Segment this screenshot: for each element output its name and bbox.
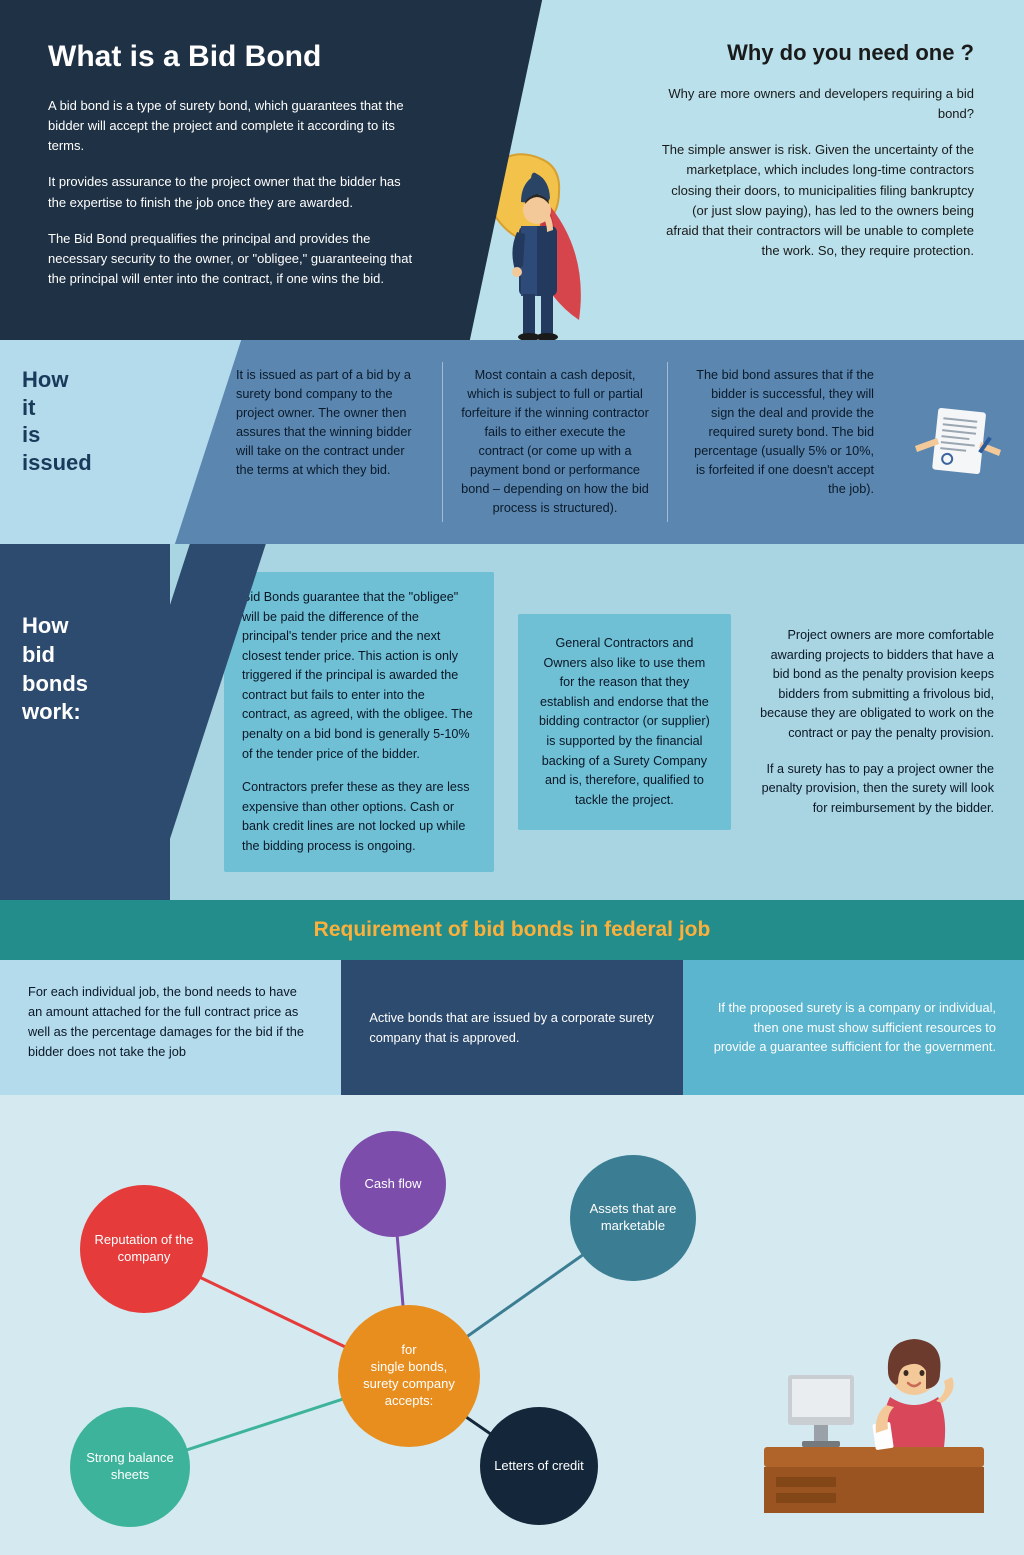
s3-text: Project owners are more comfortable awar… (755, 626, 994, 743)
section-what-is: What is a Bid Bond A bid bond is a type … (0, 0, 1024, 340)
section-bubble-diagram: for single bonds, surety company accepts… (0, 1095, 1024, 1555)
s2-col2: Most contain a cash deposit, which is su… (442, 362, 667, 522)
section-how-issued: How it is issued It is issued as part of… (0, 340, 1024, 544)
woman-at-desk-icon (754, 1327, 994, 1527)
s1-para: The Bid Bond prequalifies the principal … (48, 229, 421, 289)
s2-columns: It is issued as part of a bid by a suret… (170, 340, 904, 544)
s1-para: A bid bond is a type of surety bond, whi… (48, 96, 421, 156)
main-title: What is a Bid Bond (48, 40, 421, 74)
center-node: for single bonds, surety company accepts… (338, 1305, 480, 1447)
s3-body: Bid Bonds guarantee that the "obligee" w… (170, 544, 1024, 900)
bubble-node: Letters of credit (480, 1407, 598, 1525)
s1-para: Why are more owners and developers requi… (541, 84, 974, 124)
bubble-node: Reputation of the company (80, 1185, 208, 1313)
s4-col3: If the proposed surety is a company or i… (683, 960, 1024, 1095)
document-signing-icon (904, 340, 1024, 544)
why-title: Why do you need one ? (541, 40, 974, 66)
s3-text: Contractors prefer these as they are les… (242, 778, 476, 856)
s3-left-card: Bid Bonds guarantee that the "obligee" w… (224, 572, 494, 872)
s4-title: Requirement of bid bonds in federal job (0, 900, 1024, 960)
s3-mid: General Contractors and Owners also like… (518, 572, 732, 872)
s3-text: Bid Bonds guarantee that the "obligee" w… (242, 588, 476, 764)
section-requirement: Requirement of bid bonds in federal job … (0, 900, 1024, 1095)
section-how-work: How bid bonds work: Bid Bonds guarantee … (0, 544, 1024, 900)
s3-text: If a surety has to pay a project owner t… (755, 760, 994, 819)
s1-para: It provides assurance to the project own… (48, 172, 421, 212)
s2-col3: The bid bond assures that if the bidder … (667, 362, 892, 522)
s2-title-text: How it is issued (22, 366, 148, 476)
s3-title: How bid bonds work: (0, 544, 170, 900)
s4-body: For each individual job, the bond needs … (0, 960, 1024, 1095)
s2-col1: It is issued as part of a bid by a suret… (218, 362, 442, 522)
s1-right-panel: Why do you need one ? Why are more owner… (451, 0, 1024, 340)
s3-right: Project owners are more comfortable awar… (755, 572, 994, 872)
s1-left-panel: What is a Bid Bond A bid bond is a type … (0, 0, 451, 340)
s4-col2: Active bonds that are issued by a corpor… (341, 960, 682, 1095)
bubble-node: Assets that are marketable (570, 1155, 696, 1281)
s3-mid-card: General Contractors and Owners also like… (518, 614, 732, 830)
s4-col1: For each individual job, the bond needs … (0, 960, 341, 1095)
bubble-node: Strong balance sheets (70, 1407, 190, 1527)
s2-title: How it is issued (0, 340, 170, 544)
s3-title-text: How bid bonds work: (22, 612, 148, 726)
bubble-node: Cash flow (340, 1131, 446, 1237)
